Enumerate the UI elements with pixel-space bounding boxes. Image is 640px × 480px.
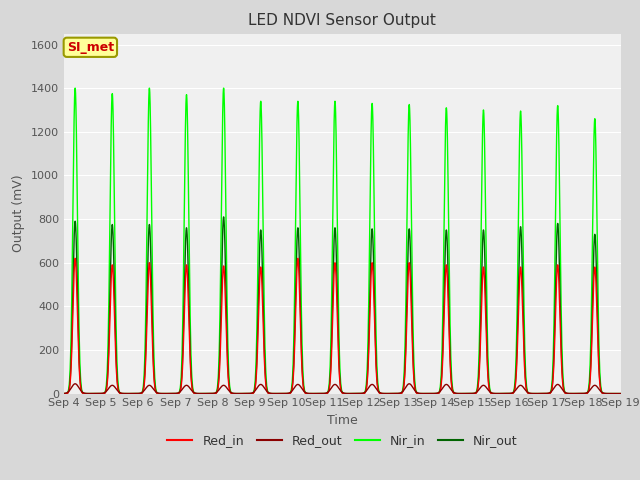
Title: LED NDVI Sensor Output: LED NDVI Sensor Output: [248, 13, 436, 28]
Text: SI_met: SI_met: [67, 41, 114, 54]
X-axis label: Time: Time: [327, 414, 358, 427]
Legend: Red_in, Red_out, Nir_in, Nir_out: Red_in, Red_out, Nir_in, Nir_out: [163, 429, 522, 452]
Y-axis label: Output (mV): Output (mV): [12, 175, 26, 252]
